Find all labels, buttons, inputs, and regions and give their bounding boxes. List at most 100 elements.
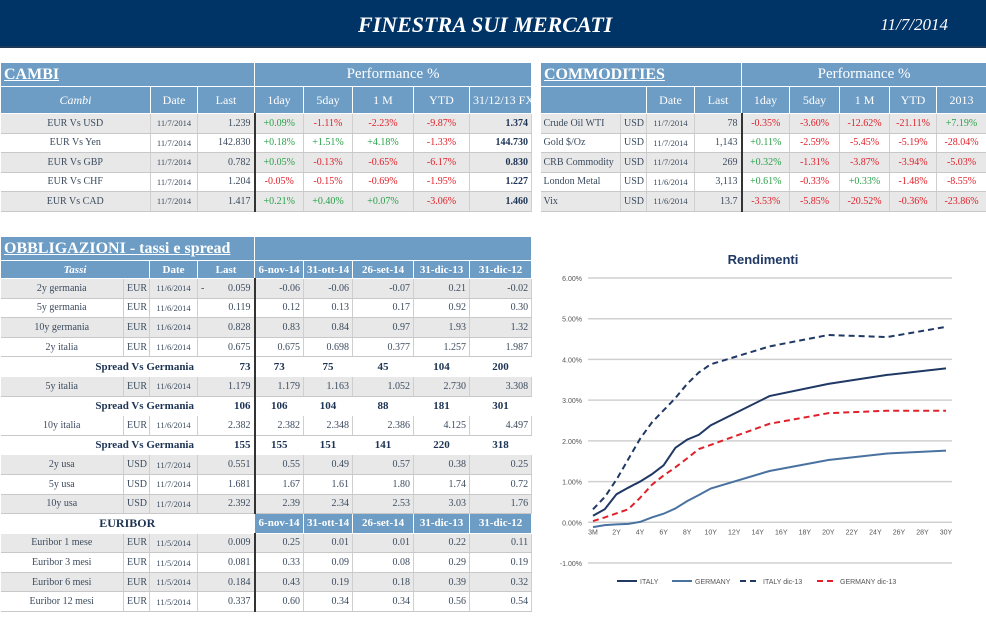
- rate-value: 0.19: [470, 553, 532, 573]
- spread-value: 181: [414, 396, 470, 416]
- column-header: Last: [198, 87, 255, 114]
- performance-cell: -0.33%: [790, 172, 840, 192]
- y-tick-label: 1.00%: [562, 480, 582, 487]
- rate-value: 1.052: [353, 376, 414, 396]
- currency: EUR: [124, 592, 150, 612]
- rate-value: 4.125: [414, 416, 470, 436]
- performance-cell: -0.36%: [890, 192, 937, 212]
- column-header: Last: [695, 87, 742, 114]
- rate-value: 2.730: [414, 376, 470, 396]
- rate-value: 0.57: [353, 455, 414, 475]
- currency: EUR: [124, 416, 150, 436]
- x-tick-label: 18Y: [799, 529, 812, 536]
- bond-name: 10y usa: [1, 494, 124, 514]
- commodity-name: Vix: [541, 192, 621, 212]
- bond-name: Euribor 12 mesi: [1, 592, 124, 612]
- performance-cell: -8.55%: [937, 172, 986, 192]
- rate-value: 1.80: [353, 474, 414, 494]
- performance-cell: -0.15%: [304, 172, 353, 192]
- last-value: 0.059: [228, 283, 251, 294]
- column-header: Cambi: [1, 87, 151, 114]
- currency: USD: [621, 133, 647, 153]
- bond-name: Euribor 3 mesi: [1, 553, 124, 573]
- rate-value: 4.497: [470, 416, 532, 436]
- date-cell: 11/7/2014: [647, 153, 695, 173]
- rate-value: -0.02: [470, 279, 532, 299]
- date-cell: 11/6/2014: [150, 337, 198, 357]
- performance-cell: -1.31%: [790, 153, 840, 173]
- performance-cell: +1.51%: [304, 133, 353, 153]
- performance-cell: -5.85%: [790, 192, 840, 212]
- legend-label: GERMANY dic-13: [840, 579, 896, 586]
- spread-value: 73: [255, 357, 304, 377]
- performance-cell: -5.03%: [937, 153, 986, 173]
- x-tick-label: 14Y: [751, 529, 764, 536]
- performance-cell: -0.69%: [353, 172, 414, 192]
- rate-value: 0.33: [255, 553, 304, 573]
- rate-value: 0.22: [414, 533, 470, 553]
- rate-value: 0.12: [255, 298, 304, 318]
- column-header: 6-nov-14: [255, 261, 304, 279]
- currency: EUR: [124, 279, 150, 299]
- chart-svg: Rendimenti-1.00%0.00%1.00%2.00%3.00%4.00…: [540, 240, 986, 612]
- column-header: 1day: [742, 87, 790, 114]
- column-header: Tassi: [1, 261, 150, 279]
- rate-value: 0.01: [304, 533, 353, 553]
- performance-cell: -1.48%: [890, 172, 937, 192]
- performance-cell: -0.65%: [353, 153, 414, 173]
- y-tick-label: 6.00%: [562, 276, 582, 283]
- performance-cell: -1.95%: [414, 172, 470, 192]
- rate-value: 1.163: [304, 376, 353, 396]
- last-value: 0.009: [228, 537, 251, 548]
- rate-value: -0.07: [353, 279, 414, 299]
- y-tick-label: 4.00%: [562, 357, 582, 364]
- spread-value: 141: [353, 435, 414, 455]
- performance-cell: +0.11%: [742, 133, 790, 153]
- column-header: 26-set-14: [353, 514, 414, 534]
- x-tick-label: 20Y: [822, 529, 835, 536]
- x-tick-label: 22Y: [846, 529, 859, 536]
- spread-value: 45: [353, 357, 414, 377]
- column-header: Date: [150, 261, 198, 279]
- currency: USD: [124, 494, 150, 514]
- currency: EUR: [124, 318, 150, 338]
- last-value: 1.239: [198, 114, 255, 134]
- series-line-germany: [593, 451, 946, 528]
- column-header: 1 M: [353, 87, 414, 114]
- column-header: 31-dic-12: [470, 514, 532, 534]
- rate-value: 0.55: [255, 455, 304, 475]
- last-value: 1.417: [198, 192, 255, 212]
- rate-value: 1.987: [470, 337, 532, 357]
- rate-value: 0.17: [353, 298, 414, 318]
- column-header: 31-dic-12: [470, 261, 532, 279]
- spread-last: 73: [198, 357, 255, 377]
- chart-title: Rendimenti: [728, 252, 799, 267]
- bond-name: 2y germania: [1, 279, 124, 299]
- header-spacer: [255, 237, 532, 261]
- dash-mark: -: [201, 283, 204, 294]
- performance-cell: -23.86%: [937, 192, 986, 212]
- section-title: CAMBI: [1, 63, 255, 87]
- performance-cell: -21.11%: [890, 114, 937, 134]
- date-cell: 11/6/2014: [150, 298, 198, 318]
- rate-value: 0.49: [304, 455, 353, 475]
- column-header: 6-nov-14: [255, 514, 304, 534]
- last-cell: 0.009: [198, 533, 255, 553]
- commodity-name: CRB Commodity: [541, 153, 621, 173]
- date-cell: 11/7/2014: [647, 114, 695, 134]
- last-value: 2.392: [228, 498, 251, 509]
- rate-value: 0.675: [255, 337, 304, 357]
- performance-cell: +0.21%: [255, 192, 304, 212]
- last-value: 269: [695, 153, 742, 173]
- spread-last: 106: [198, 396, 255, 416]
